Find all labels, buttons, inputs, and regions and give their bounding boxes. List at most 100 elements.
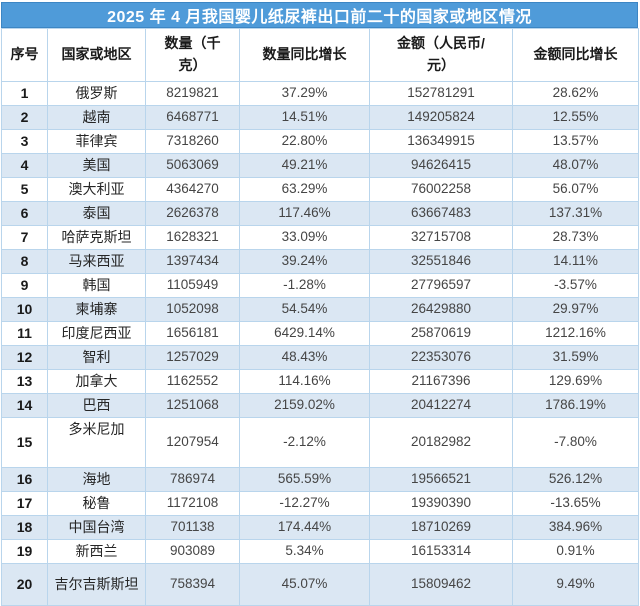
cell-amount: 18710269 [369,515,513,540]
cell-rank: 15 [1,417,48,468]
cell-quantity: 1105949 [145,273,240,298]
cell-quantity: 6468771 [145,105,240,130]
cell-quantity-growth: 48.43% [239,345,370,370]
cell-country: 秘鲁 [47,491,146,516]
cell-quantity-growth: 117.46% [239,201,370,226]
cell-amount: 27796597 [369,273,513,298]
column-header-quantity: 数量（千克） [145,28,240,82]
cell-quantity-growth: 6429.14% [239,321,370,346]
cell-amount-growth: 137.31% [512,201,639,226]
cell-country: 加拿大 [47,369,146,394]
cell-rank: 12 [1,345,48,370]
cell-quantity: 786974 [145,467,240,492]
cell-amount-growth: 28.73% [512,225,639,250]
table-row: 6 泰国 2626378 117.46% 63667483 137.31% [1,201,639,226]
cell-amount-growth: 12.55% [512,105,639,130]
cell-amount-growth: 13.57% [512,129,639,154]
cell-quantity-growth: 565.59% [239,467,370,492]
cell-rank: 2 [1,105,48,130]
cell-country: 柬埔寨 [47,297,146,322]
cell-rank: 16 [1,467,48,492]
cell-quantity: 1052098 [145,297,240,322]
cell-amount-growth: 0.91% [512,539,639,564]
export-data-table: 序号 国家或地区 数量（千克） 数量同比增长 金额（人民币/元） 金额同比增长 … [1,28,639,606]
cell-country: 马来西亚 [47,249,146,274]
cell-amount-growth: 14.11% [512,249,639,274]
cell-quantity-growth: 14.51% [239,105,370,130]
cell-rank: 17 [1,491,48,516]
cell-amount: 22353076 [369,345,513,370]
cell-country: 吉尔吉斯斯坦 [47,563,146,606]
table-row: 4 美国 5063069 49.21% 94626415 48.07% [1,153,639,178]
table-title: 2025 年 4 月我国婴儿纸尿裤出口前二十的国家或地区情况 [1,2,638,28]
cell-rank: 9 [1,273,48,298]
cell-amount: 25870619 [369,321,513,346]
cell-rank: 3 [1,129,48,154]
cell-amount: 15809462 [369,563,513,606]
cell-quantity-growth: -1.28% [239,273,370,298]
cell-amount: 26429880 [369,297,513,322]
column-header-country: 国家或地区 [47,28,146,82]
cell-amount-growth: 29.97% [512,297,639,322]
cell-rank: 1 [1,81,48,106]
column-header-amount-growth: 金额同比增长 [512,28,639,82]
cell-amount: 94626415 [369,153,513,178]
cell-country: 菲律宾 [47,129,146,154]
cell-quantity: 903089 [145,539,240,564]
cell-quantity-growth: 174.44% [239,515,370,540]
cell-country: 多米尼加 [47,417,146,468]
column-header-rank: 序号 [1,28,48,82]
table-row: 3 菲律宾 7318260 22.80% 136349915 13.57% [1,129,639,154]
cell-amount: 76002258 [369,177,513,202]
table-header: 序号 国家或地区 数量（千克） 数量同比增长 金额（人民币/元） 金额同比增长 [1,28,639,82]
cell-quantity: 8219821 [145,81,240,106]
cell-amount-growth: 9.49% [512,563,639,606]
table-row: 19 新西兰 903089 5.34% 16153314 0.91% [1,539,639,564]
cell-amount: 19566521 [369,467,513,492]
table-row: 18 中国台湾 701138 174.44% 18710269 384.96% [1,515,639,540]
cell-quantity-growth: 22.80% [239,129,370,154]
cell-rank: 19 [1,539,48,564]
table-row: 15 多米尼加 1207954 -2.12% 20182982 -7.80% [1,417,639,468]
cell-amount-growth: -13.65% [512,491,639,516]
cell-rank: 20 [1,563,48,606]
cell-quantity-growth: -2.12% [239,417,370,468]
table-row: 16 海地 786974 565.59% 19566521 526.12% [1,467,639,492]
cell-country: 俄罗斯 [47,81,146,106]
column-header-quantity-growth: 数量同比增长 [239,28,370,82]
cell-country: 印度尼西亚 [47,321,146,346]
cell-amount-growth: 1212.16% [512,321,639,346]
cell-quantity-growth: 45.07% [239,563,370,606]
cell-country: 中国台湾 [47,515,146,540]
cell-amount: 152781291 [369,81,513,106]
cell-quantity-growth: 33.09% [239,225,370,250]
header-row: 序号 国家或地区 数量（千克） 数量同比增长 金额（人民币/元） 金额同比增长 [1,28,639,82]
cell-quantity-growth: 49.21% [239,153,370,178]
cell-amount: 32551846 [369,249,513,274]
cell-amount-growth: 56.07% [512,177,639,202]
column-header-amount: 金额（人民币/元） [369,28,513,82]
cell-amount-growth: 1786.19% [512,393,639,418]
cell-amount: 149205824 [369,105,513,130]
cell-amount: 32715708 [369,225,513,250]
cell-quantity-growth: 63.29% [239,177,370,202]
table-row: 5 澳大利亚 4364270 63.29% 76002258 56.07% [1,177,639,202]
cell-country: 巴西 [47,393,146,418]
cell-quantity: 1628321 [145,225,240,250]
cell-amount-growth: 384.96% [512,515,639,540]
cell-rank: 10 [1,297,48,322]
table-row: 1 俄罗斯 8219821 37.29% 152781291 28.62% [1,81,639,106]
cell-amount-growth: 526.12% [512,467,639,492]
cell-amount-growth: 28.62% [512,81,639,106]
table-row: 20 吉尔吉斯斯坦 758394 45.07% 15809462 9.49% [1,563,639,606]
table-body: 1 俄罗斯 8219821 37.29% 152781291 28.62% 2 越南 64687… [1,81,639,606]
cell-rank: 11 [1,321,48,346]
cell-quantity-growth: 37.29% [239,81,370,106]
cell-quantity: 5063069 [145,153,240,178]
cell-rank: 5 [1,177,48,202]
cell-amount-growth: 129.69% [512,369,639,394]
cell-quantity: 1172108 [145,491,240,516]
cell-rank: 7 [1,225,48,250]
cell-rank: 13 [1,369,48,394]
